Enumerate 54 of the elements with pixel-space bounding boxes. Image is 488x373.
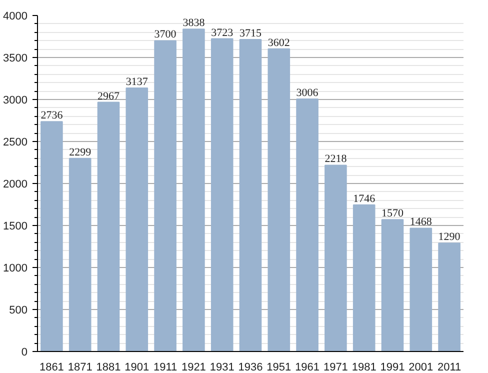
bar	[97, 102, 120, 352]
y-tick-label: 0	[21, 346, 28, 358]
data-label: 1570	[382, 208, 404, 220]
bar	[410, 228, 432, 352]
y-tick-label: 3500	[3, 52, 28, 64]
data-label: 2218	[324, 153, 348, 166]
x-tick-label: 1921	[181, 362, 206, 373]
data-label: 2736	[40, 110, 64, 122]
bar	[182, 28, 205, 352]
x-tick-label: 1901	[124, 362, 150, 373]
bar	[126, 87, 148, 352]
bar	[154, 40, 176, 352]
x-tick-label: 2001	[408, 362, 434, 373]
x-tick-label: 1961	[295, 362, 320, 373]
data-label: 3723	[211, 26, 234, 39]
data-label: 3602	[268, 36, 290, 49]
bar	[210, 38, 234, 352]
data-label: 1468	[410, 216, 432, 228]
x-tick-label: 1871	[68, 362, 92, 373]
data-label: 2967	[98, 90, 120, 102]
y-tick-label: 1500	[3, 220, 28, 232]
data-label: 1290	[438, 231, 461, 244]
bar	[438, 242, 460, 352]
y-tick-label: 4000	[3, 10, 28, 22]
y-tick-label: 3000	[3, 94, 28, 106]
bar	[239, 38, 262, 352]
x-tick-label: 1861	[39, 362, 64, 373]
bar	[381, 219, 404, 352]
x-tick-label: 1951	[266, 362, 292, 373]
data-label: 1746	[353, 192, 376, 205]
x-tick-label: 1936	[238, 362, 263, 373]
y-tick-label: 2500	[3, 136, 28, 148]
bar	[268, 48, 290, 352]
bar	[324, 164, 347, 352]
data-label: 2299	[69, 146, 92, 158]
x-tick-label: 1931	[210, 362, 234, 373]
x-tick-label: 1991	[380, 362, 405, 373]
bar	[296, 98, 318, 352]
y-tick-label: 1000	[3, 262, 28, 274]
y-tick-label: 2000	[3, 178, 28, 190]
data-label: 3838	[182, 17, 206, 30]
x-tick-label: 2011	[437, 362, 462, 373]
x-tick-label: 1971	[323, 362, 348, 373]
bar	[68, 158, 92, 352]
x-tick-label: 1911	[153, 362, 178, 373]
bar	[40, 121, 63, 352]
data-label: 3006	[296, 86, 319, 99]
x-tick-label: 1981	[352, 362, 376, 373]
x-tick-label: 1881	[96, 362, 121, 373]
data-label: 3715	[240, 27, 262, 40]
y-tick-label: 500	[9, 304, 28, 316]
data-label: 3137	[126, 76, 148, 88]
bar	[352, 204, 376, 352]
data-label: 3700	[154, 28, 177, 41]
